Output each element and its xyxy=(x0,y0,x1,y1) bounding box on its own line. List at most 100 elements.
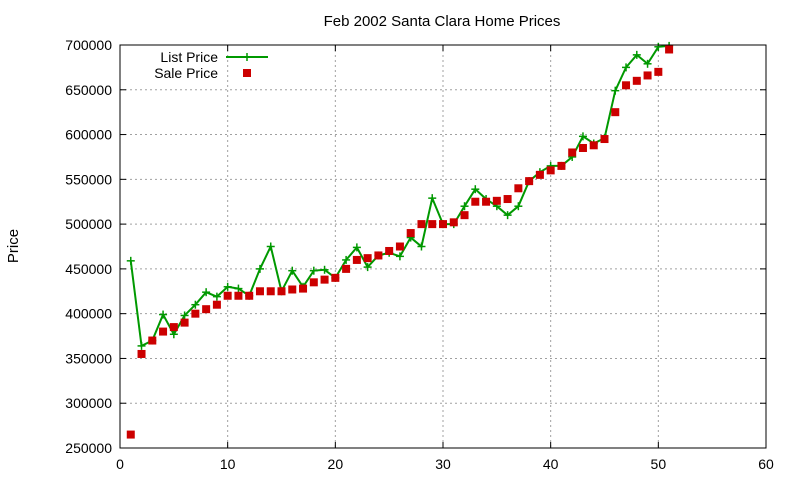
list-price-point xyxy=(137,341,146,350)
x-tick-label: 60 xyxy=(758,456,774,472)
sale-price-point xyxy=(191,309,200,318)
list-price-point xyxy=(654,42,663,51)
x-tick-label: 50 xyxy=(651,456,667,472)
sale-price-point xyxy=(331,273,340,282)
sale-price-point xyxy=(568,148,577,157)
sale-price-point xyxy=(234,291,243,300)
list-price-point xyxy=(578,132,587,141)
x-tick-label: 30 xyxy=(435,456,451,472)
list-price-point xyxy=(288,266,297,275)
x-tick-label: 0 xyxy=(116,456,124,472)
list-price-point xyxy=(428,194,437,203)
sale-price-point xyxy=(159,327,168,336)
sale-price-point xyxy=(288,285,297,294)
x-tick-label: 10 xyxy=(220,456,236,472)
sale-price-point xyxy=(277,287,286,296)
sale-price-point xyxy=(363,254,372,263)
sale-price-point xyxy=(482,197,491,206)
legend-label: List Price xyxy=(160,49,218,65)
x-tick-label: 40 xyxy=(543,456,559,472)
sale-price-point xyxy=(212,300,221,309)
sale-price-point xyxy=(180,318,189,327)
list-price-point xyxy=(460,202,469,211)
list-price-point xyxy=(180,311,189,320)
list-price-point xyxy=(169,330,178,339)
sale-price-point xyxy=(137,349,146,358)
x-tick-label: 20 xyxy=(328,456,344,472)
list-price-point xyxy=(223,282,232,291)
list-price-point xyxy=(202,288,211,297)
legend-label: Sale Price xyxy=(154,65,218,81)
sale-price-point xyxy=(546,166,555,175)
list-price-point xyxy=(471,185,480,194)
list-price-point xyxy=(191,300,200,309)
y-tick-label: 700000 xyxy=(65,37,112,53)
list-price-point xyxy=(320,265,329,274)
sale-price-point xyxy=(600,135,609,144)
sale-price-point xyxy=(417,220,426,229)
sale-price-point xyxy=(665,45,674,54)
list-price-point xyxy=(159,310,168,319)
sale-price-point xyxy=(299,284,308,293)
sale-price-point xyxy=(309,278,318,287)
y-tick-label: 250000 xyxy=(65,440,112,456)
y-axis-label: Price xyxy=(5,229,22,263)
sale-price-point xyxy=(342,264,351,273)
sale-price-point xyxy=(535,170,544,179)
list-price-point xyxy=(632,50,641,59)
sale-price-point xyxy=(406,229,415,238)
list-price-point xyxy=(622,63,631,72)
sale-price-point xyxy=(439,220,447,229)
sale-price-point xyxy=(525,177,534,186)
sale-price-point xyxy=(492,196,501,205)
sale-price-point xyxy=(471,197,480,206)
sale-price-point xyxy=(503,195,512,204)
sale-price-point xyxy=(385,246,394,255)
sale-price-point xyxy=(320,275,329,284)
y-tick-label: 650000 xyxy=(65,82,112,98)
list-price-point xyxy=(395,252,404,261)
y-tick-label: 350000 xyxy=(65,350,112,366)
legend-plus-swatch xyxy=(243,53,251,61)
sale-price-point xyxy=(654,67,663,76)
sale-price-point xyxy=(622,81,631,90)
list-price-point xyxy=(126,256,135,265)
sale-price-point xyxy=(352,255,361,264)
sale-price-point xyxy=(428,220,437,229)
sale-price-point xyxy=(374,251,383,260)
sale-price-point xyxy=(643,71,652,80)
list-price-point xyxy=(255,264,264,273)
y-tick-label: 600000 xyxy=(65,127,112,143)
list-price-line xyxy=(129,44,670,348)
sale-price-point xyxy=(395,242,404,251)
sale-price-point xyxy=(611,108,620,117)
sale-price-point xyxy=(266,287,275,296)
list-price-point xyxy=(643,59,652,68)
sale-price-point xyxy=(126,430,135,439)
list-price-point xyxy=(212,292,221,301)
sale-price-point xyxy=(632,76,641,85)
sale-price-point xyxy=(223,291,232,300)
y-tick-label: 300000 xyxy=(65,395,112,411)
list-price-point xyxy=(352,243,361,252)
sale-price-point xyxy=(255,287,264,296)
plot-frame xyxy=(119,44,767,449)
sale-price-point xyxy=(578,143,587,152)
y-tick-label: 550000 xyxy=(65,171,112,187)
sale-price-point xyxy=(589,141,598,150)
sale-price-point xyxy=(460,211,469,220)
chart-title: Feb 2002 Santa Clara Home Prices xyxy=(324,13,561,30)
sale-price-point xyxy=(557,161,566,170)
list-price-point xyxy=(417,242,426,251)
list-price-point xyxy=(266,242,275,251)
axis-ticks: 0 10 20 30 40 50 60 250000 300000 350000 400000 450… xyxy=(65,37,774,472)
sale-price-point xyxy=(148,336,157,345)
list-price-point xyxy=(363,263,372,272)
grid-lines xyxy=(120,45,766,448)
sale-price-point xyxy=(245,291,254,300)
list-price-point xyxy=(514,202,523,211)
y-tick-label: 400000 xyxy=(65,306,112,322)
list-price-point xyxy=(503,211,512,220)
